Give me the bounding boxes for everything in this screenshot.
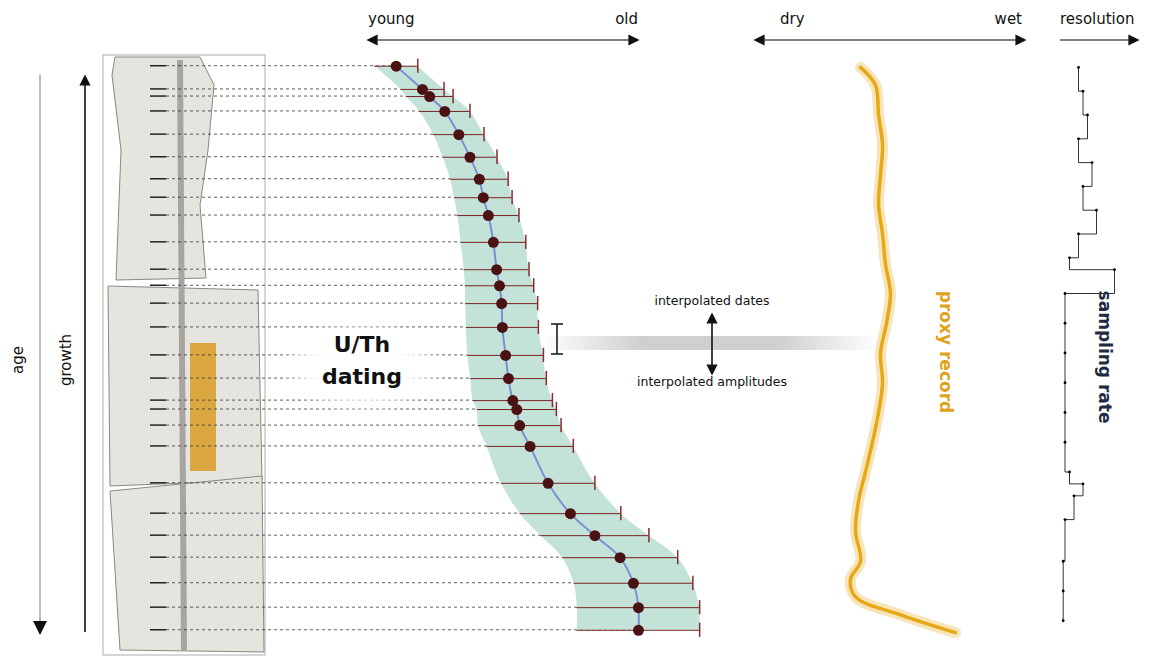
svg-text:dating: dating (322, 364, 402, 389)
svg-text:interpolated dates: interpolated dates (654, 293, 769, 308)
svg-text:old: old (615, 10, 638, 28)
svg-text:wet: wet (995, 10, 1022, 28)
svg-text:interpolated amplitudes: interpolated amplitudes (637, 374, 787, 389)
svg-text:sampling rate: sampling rate (1095, 291, 1115, 424)
svg-text:growth: growth (57, 334, 75, 386)
svg-text:proxy record: proxy record (936, 291, 956, 413)
svg-text:young: young (368, 10, 415, 28)
svg-text:U/Th: U/Th (334, 332, 391, 357)
svg-text:dry: dry (780, 10, 805, 28)
svg-text:age: age (9, 346, 27, 374)
svg-text:resolution: resolution (1060, 10, 1134, 28)
